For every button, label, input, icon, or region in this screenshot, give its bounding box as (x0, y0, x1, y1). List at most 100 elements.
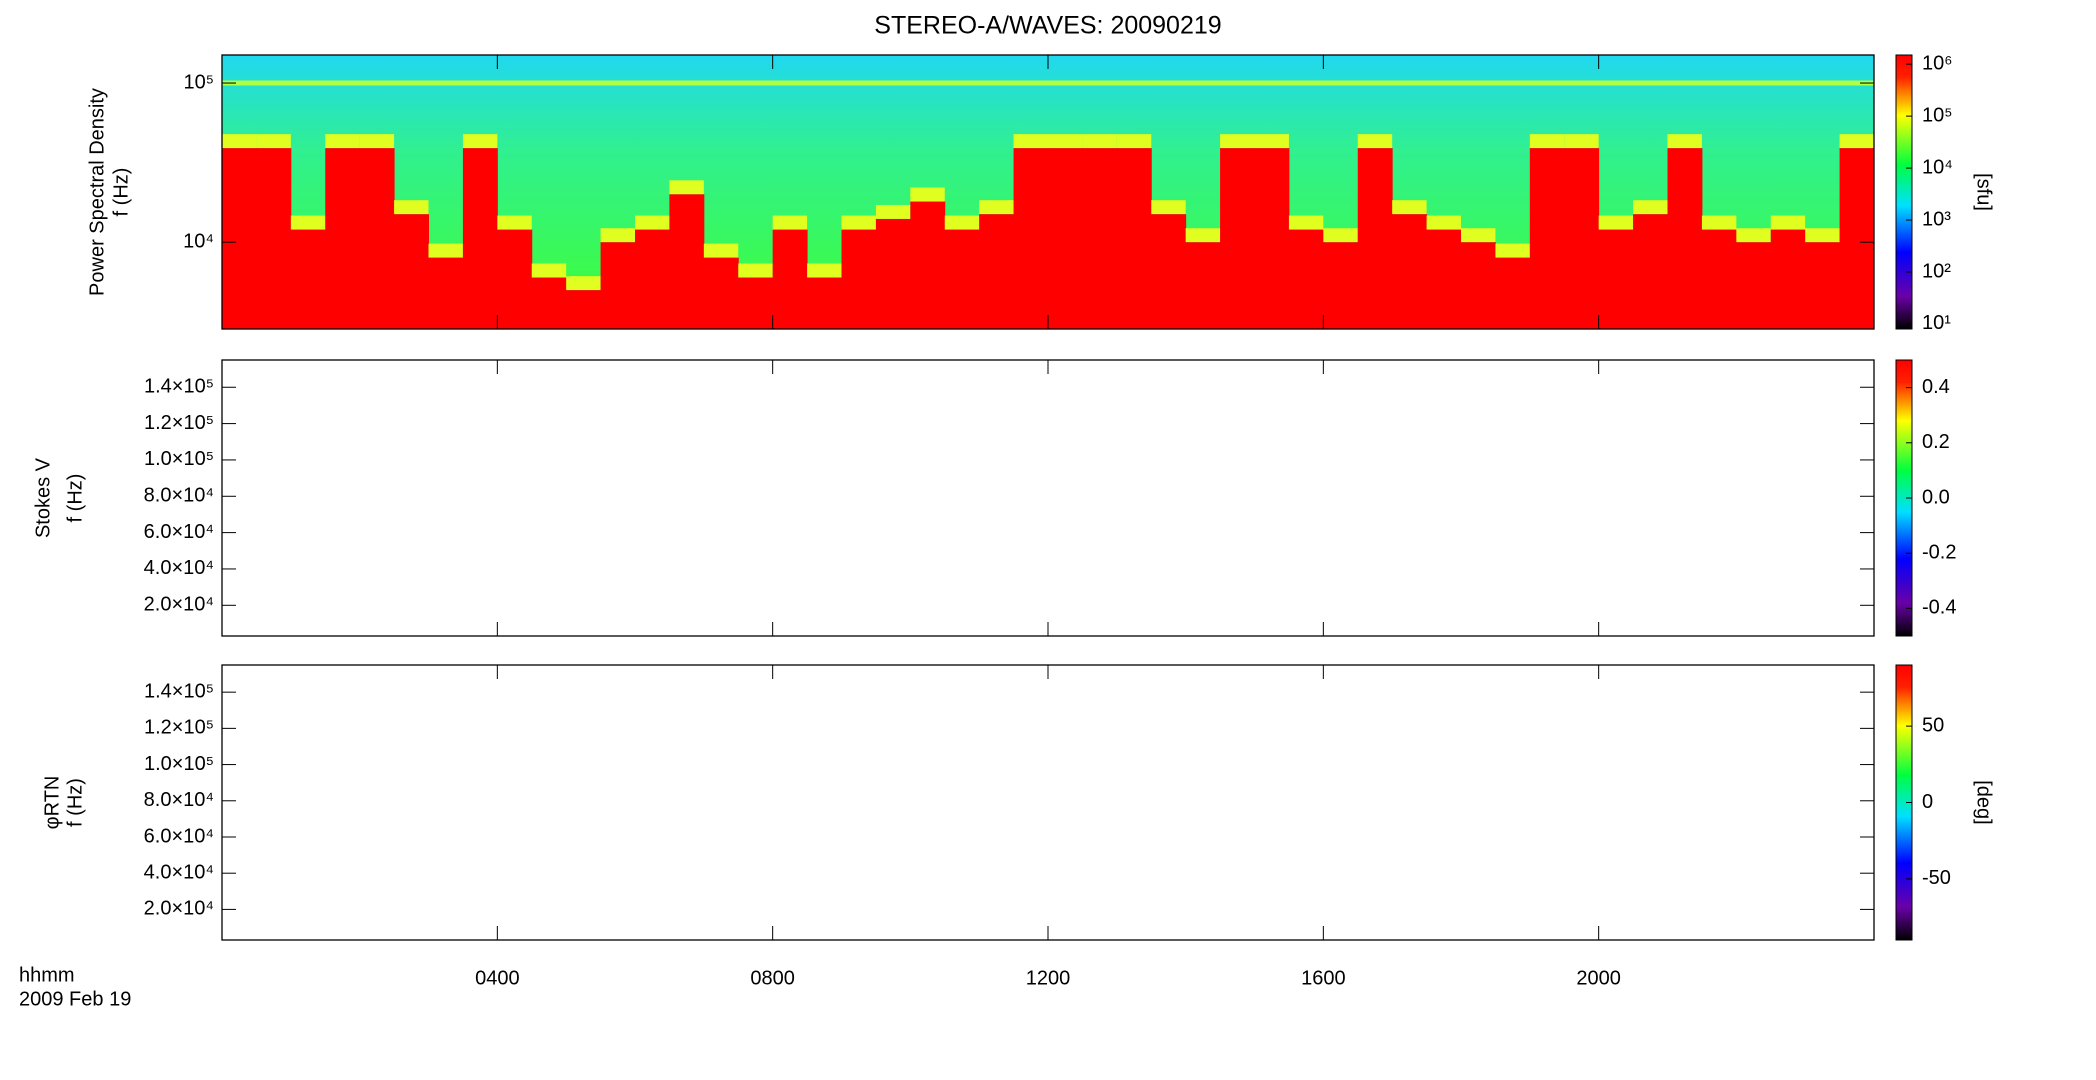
emission-band (428, 257, 464, 329)
emission-band (1013, 148, 1049, 329)
emission-fringe (669, 180, 704, 195)
colorbar-label: [deg] (1973, 780, 1995, 824)
emission-band (875, 218, 911, 329)
emission-fringe (772, 215, 808, 230)
emission-fringe (1357, 134, 1393, 149)
emission-fringe (1013, 134, 1048, 149)
colorbar-tick-label: 10⁵ (1922, 104, 1953, 126)
emission-fringe (1220, 134, 1255, 149)
emission-band (1254, 148, 1290, 329)
y-tick-label: 1.2×10⁵ (144, 717, 214, 739)
y-tick-label: 10⁴ (183, 230, 214, 252)
emission-fringe (290, 215, 326, 230)
y-axis-label: f (Hz) (64, 778, 86, 827)
x-tick-label: 0800 (750, 967, 795, 989)
emission-fringe (1288, 215, 1324, 230)
colorbar (1895, 54, 1913, 330)
emission-band (1185, 242, 1221, 329)
emission-fringe (1770, 215, 1806, 230)
emission-fringe (1633, 200, 1668, 215)
emission-band (979, 214, 1015, 329)
emission-band (1116, 148, 1152, 329)
colorbar-tick-label: 10³ (1922, 208, 1951, 230)
emission-band (1048, 148, 1083, 329)
emission-fringe (1116, 134, 1152, 149)
plot-frame (221, 664, 1875, 941)
emission-band (1461, 242, 1496, 329)
y-tick-label: 4.0×10⁴ (144, 557, 214, 579)
colorbar-tick-label: 10² (1922, 260, 1951, 282)
colorbar-tick-label: 0.2 (1922, 431, 1950, 453)
y-axis-label: φRTN (41, 776, 63, 830)
emission-fringe (1805, 228, 1840, 243)
emission-fringe (394, 200, 429, 215)
emission-band (566, 290, 602, 329)
emission-fringe (1598, 215, 1634, 230)
emission-band (669, 194, 705, 329)
y-tick-label: 8.0×10⁴ (144, 789, 214, 811)
emission-fringe (841, 215, 876, 230)
emission-band (1598, 229, 1634, 329)
emission-fringe (875, 204, 911, 219)
emission-fringe (979, 200, 1014, 215)
y-tick-label: 2.0×10⁴ (144, 594, 214, 616)
y-tick-label: 6.0×10⁴ (144, 521, 214, 543)
x-tick-label: 0400 (475, 967, 520, 989)
y-tick-label: 1.0×10⁵ (144, 753, 214, 775)
colorbar-tick-label: -0.2 (1922, 541, 1956, 563)
colorbar-tick-label: 10⁶ (1922, 52, 1952, 74)
emission-band (1805, 242, 1841, 329)
emission-band (256, 148, 292, 329)
colorbar-tick-label: 0.4 (1922, 376, 1950, 398)
emission-band (600, 242, 636, 329)
colorbar-tick-label: 0 (1922, 791, 1933, 813)
colorbar-tick-label: 10⁴ (1922, 156, 1953, 178)
emission-band (222, 148, 257, 329)
y-tick-label: 4.0×10⁴ (144, 861, 214, 883)
emission-fringe (703, 243, 739, 258)
emission-band (772, 229, 808, 329)
y-tick-label: 1.0×10⁵ (144, 448, 214, 470)
emission-fringe (738, 263, 773, 278)
emission-fringe (1839, 134, 1874, 149)
emission-fringe (325, 134, 360, 149)
emission-fringe (944, 215, 980, 230)
emission-band (944, 229, 980, 329)
emission-fringe (1323, 228, 1358, 243)
emission-fringe (462, 134, 498, 149)
emission-band (1770, 229, 1806, 329)
emission-band (738, 277, 774, 329)
emission-band (1667, 148, 1703, 329)
emission-band (1426, 229, 1462, 329)
emission-fringe (1082, 134, 1117, 149)
emission-band (1392, 214, 1428, 329)
plot-frame (221, 359, 1875, 637)
emission-fringe (1736, 228, 1771, 243)
emission-band (1357, 148, 1393, 329)
emission-band (1529, 148, 1565, 329)
emission-fringe (359, 134, 395, 149)
y-axis-label: f (Hz) (64, 474, 86, 523)
y-axis-label: Power Spectral Density (86, 88, 108, 296)
emission-fringe (600, 228, 635, 243)
y-tick-label: 1.4×10⁵ (144, 680, 214, 702)
emission-fringe (910, 187, 945, 202)
y-tick-label: 1.2×10⁵ (144, 412, 214, 434)
emission-band (1701, 229, 1737, 329)
emission-band (1082, 148, 1118, 329)
emission-band (497, 229, 533, 329)
emission-fringe (1185, 228, 1221, 243)
emission-fringe (222, 134, 257, 149)
emission-fringe (1667, 134, 1702, 149)
emission-band (703, 257, 739, 329)
colorbar-tick-label: 10¹ (1922, 312, 1951, 334)
emission-fringe (1701, 215, 1737, 230)
chart-title: STEREO-A/WAVES: 20090219 (874, 12, 1221, 40)
emission-fringe (497, 215, 532, 230)
emission-band (1151, 214, 1187, 329)
emission-fringe (1426, 215, 1461, 230)
colorbar-tick-label: 50 (1922, 714, 1944, 736)
